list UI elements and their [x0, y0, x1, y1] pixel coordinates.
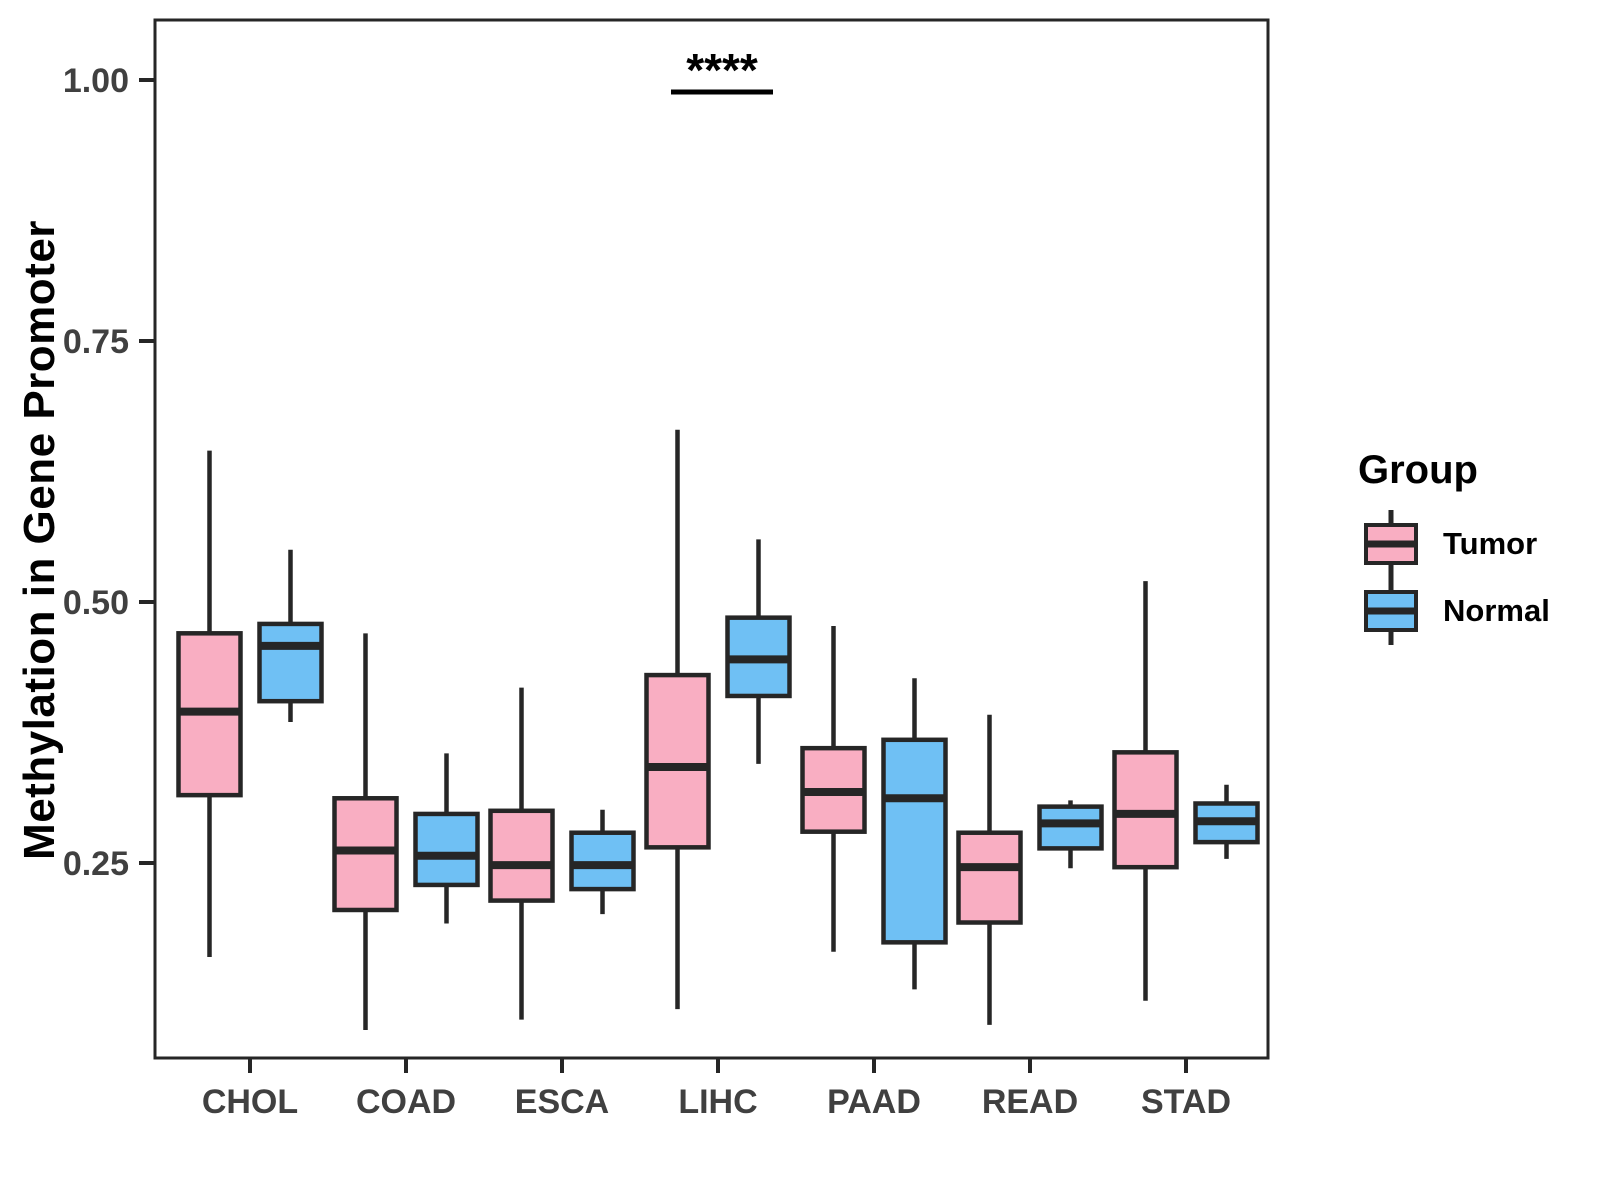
x-tick-label-ESCA: ESCA [515, 1083, 609, 1121]
box-tumor-READ [956, 830, 1023, 925]
y-axis-title: Methylation in Gene Promoter [15, 220, 64, 860]
legend-label-normal: Normal [1443, 593, 1550, 628]
x-tick-label-PAAD: PAAD [827, 1083, 921, 1121]
box-normal-CHOL [257, 621, 324, 704]
significance-stars: **** [686, 44, 758, 96]
box-normal-PAAD [881, 737, 948, 945]
y-tick-label-0.50: 0.50 [63, 584, 129, 622]
y-tick-label-0.25: 0.25 [63, 845, 129, 883]
x-tick-label-LIHC: LIHC [678, 1083, 757, 1121]
legend-item-tumor: Tumor [1363, 506, 1537, 582]
box-normal-ESCA [569, 830, 636, 892]
box-tumor-STAD [1112, 750, 1179, 870]
legend-label-tumor: Tumor [1443, 526, 1538, 561]
legend-title: Group [1358, 448, 1478, 492]
box-normal-COAD [413, 811, 480, 888]
x-tick-label-COAD: COAD [356, 1083, 456, 1121]
boxplot-key-icon-normal [1364, 577, 1418, 645]
x-tick-label-STAD: STAD [1141, 1083, 1231, 1121]
x-tick-label-CHOL: CHOL [202, 1083, 298, 1121]
boxplot-key-icon-tumor [1364, 510, 1418, 578]
x-tick-label-READ: READ [982, 1083, 1078, 1121]
box-tumor-ESCA [488, 808, 555, 903]
y-tick-label-0.75: 0.75 [63, 323, 129, 361]
legend-item-normal: Normal [1363, 573, 1550, 649]
panel-border [153, 18, 1270, 1060]
box-tumor-LIHC [644, 672, 711, 850]
y-tick-label-1.00: 1.00 [63, 62, 129, 100]
box-normal-READ [1037, 804, 1104, 851]
